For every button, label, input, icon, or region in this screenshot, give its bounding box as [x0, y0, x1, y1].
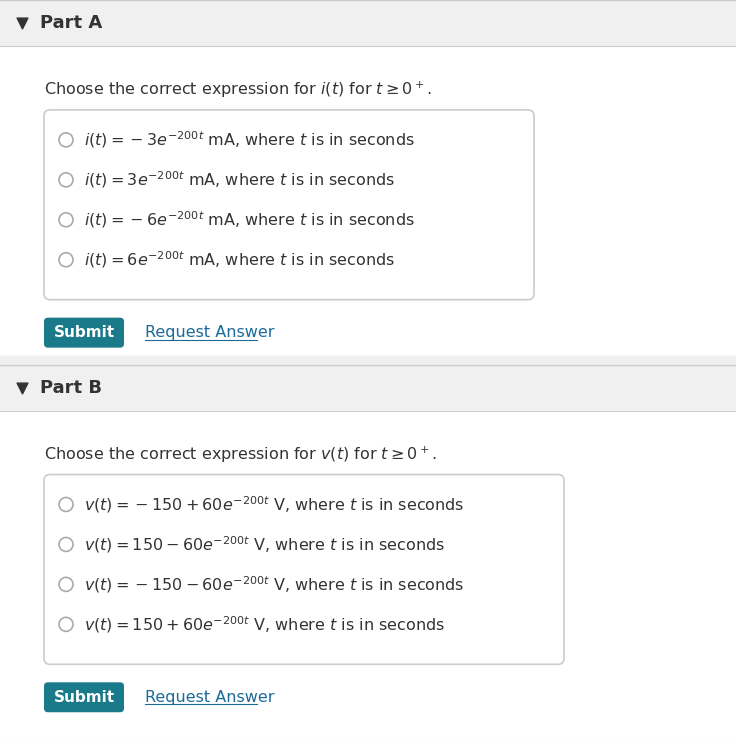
- Circle shape: [59, 537, 73, 551]
- Text: $v(t) = -150 - 60e^{-200t}$ V, where $t$ is in seconds: $v(t) = -150 - 60e^{-200t}$ V, where $t$…: [84, 574, 464, 595]
- Text: $i(t) = -6e^{-200t}$ mA, where $t$ is in seconds: $i(t) = -6e^{-200t}$ mA, where $t$ is in…: [84, 209, 414, 230]
- Text: Request Answer: Request Answer: [145, 690, 275, 704]
- Text: $i(t) = -3e^{-200t}$ mA, where $t$ is in seconds: $i(t) = -3e^{-200t}$ mA, where $t$ is in…: [84, 130, 414, 150]
- Text: Choose the correct expression for $i(t)$ for $t \geq 0^+$.: Choose the correct expression for $i(t)$…: [44, 80, 431, 100]
- Circle shape: [59, 617, 73, 631]
- Point: [16, 382, 28, 394]
- Text: Choose the correct expression for $v(t)$ for $t \geq 0^+$.: Choose the correct expression for $v(t)$…: [44, 445, 436, 465]
- FancyBboxPatch shape: [0, 411, 736, 740]
- Circle shape: [59, 133, 73, 147]
- Circle shape: [59, 253, 73, 266]
- FancyBboxPatch shape: [44, 474, 564, 665]
- FancyBboxPatch shape: [44, 110, 534, 300]
- Text: $v(t) = -150 + 60e^{-200t}$ V, where $t$ is in seconds: $v(t) = -150 + 60e^{-200t}$ V, where $t$…: [84, 494, 464, 515]
- Text: Request Answer: Request Answer: [145, 325, 275, 340]
- FancyBboxPatch shape: [44, 682, 124, 713]
- FancyBboxPatch shape: [44, 317, 124, 348]
- FancyBboxPatch shape: [0, 46, 736, 356]
- Text: Part A: Part A: [40, 14, 102, 32]
- Text: $i(t) = 6e^{-200t}$ mA, where $t$ is in seconds: $i(t) = 6e^{-200t}$ mA, where $t$ is in …: [84, 249, 395, 270]
- FancyBboxPatch shape: [0, 0, 736, 46]
- Circle shape: [59, 577, 73, 591]
- Text: $v(t) = 150 - 60e^{-200t}$ V, where $t$ is in seconds: $v(t) = 150 - 60e^{-200t}$ V, where $t$ …: [84, 534, 445, 555]
- Circle shape: [59, 173, 73, 186]
- Text: $v(t) = 150 + 60e^{-200t}$ V, where $t$ is in seconds: $v(t) = 150 + 60e^{-200t}$ V, where $t$ …: [84, 614, 445, 635]
- Text: Submit: Submit: [54, 690, 115, 704]
- Text: Submit: Submit: [54, 325, 115, 340]
- FancyBboxPatch shape: [0, 365, 736, 411]
- Circle shape: [59, 497, 73, 511]
- Text: $i(t) = 3e^{-200t}$ mA, where $t$ is in seconds: $i(t) = 3e^{-200t}$ mA, where $t$ is in …: [84, 169, 395, 190]
- Text: Part B: Part B: [40, 379, 102, 397]
- Point: [16, 17, 28, 29]
- Circle shape: [59, 213, 73, 226]
